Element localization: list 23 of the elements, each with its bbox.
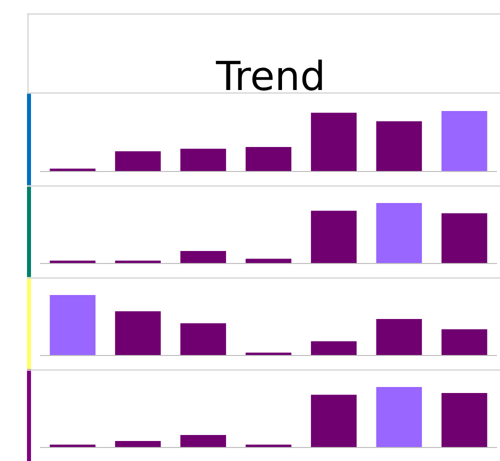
bar [442, 393, 488, 447]
bar [376, 203, 422, 263]
bar [376, 121, 422, 171]
chart-title: Trend [215, 54, 326, 100]
bar [50, 295, 96, 355]
bar [246, 147, 292, 171]
bar [442, 111, 488, 171]
bar [115, 441, 161, 447]
bar [442, 329, 488, 355]
bar [310, 341, 357, 355]
bar [180, 251, 226, 263]
bar [310, 394, 357, 447]
bar [442, 213, 488, 263]
bar [115, 311, 161, 355]
bar [180, 148, 226, 171]
bar [376, 387, 422, 447]
bar [180, 435, 226, 447]
bar [180, 323, 226, 355]
bar [115, 151, 161, 171]
bar [246, 258, 292, 263]
bar [310, 112, 357, 171]
bar [376, 319, 422, 355]
bar [310, 210, 357, 263]
